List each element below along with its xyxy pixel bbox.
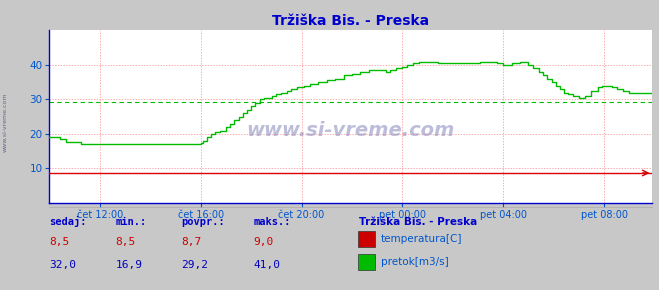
Text: 9,0: 9,0 xyxy=(254,237,274,247)
Text: 16,9: 16,9 xyxy=(115,260,142,270)
Text: min.:: min.: xyxy=(115,217,146,227)
Text: Tržiška Bis. - Preska: Tržiška Bis. - Preska xyxy=(359,217,477,227)
Text: www.si-vreme.com: www.si-vreme.com xyxy=(246,121,455,140)
Title: Tržiška Bis. - Preska: Tržiška Bis. - Preska xyxy=(272,14,430,28)
Text: 29,2: 29,2 xyxy=(181,260,208,270)
Text: 32,0: 32,0 xyxy=(49,260,76,270)
Text: 8,5: 8,5 xyxy=(115,237,136,247)
Text: 41,0: 41,0 xyxy=(254,260,281,270)
Text: maks.:: maks.: xyxy=(254,217,291,227)
Text: 8,5: 8,5 xyxy=(49,237,70,247)
Text: www.si-vreme.com: www.si-vreme.com xyxy=(3,92,8,152)
Text: 8,7: 8,7 xyxy=(181,237,202,247)
Text: povpr.:: povpr.: xyxy=(181,217,225,227)
Text: pretok[m3/s]: pretok[m3/s] xyxy=(381,258,449,267)
Text: temperatura[C]: temperatura[C] xyxy=(381,234,463,244)
Text: sedaj:: sedaj: xyxy=(49,216,87,227)
